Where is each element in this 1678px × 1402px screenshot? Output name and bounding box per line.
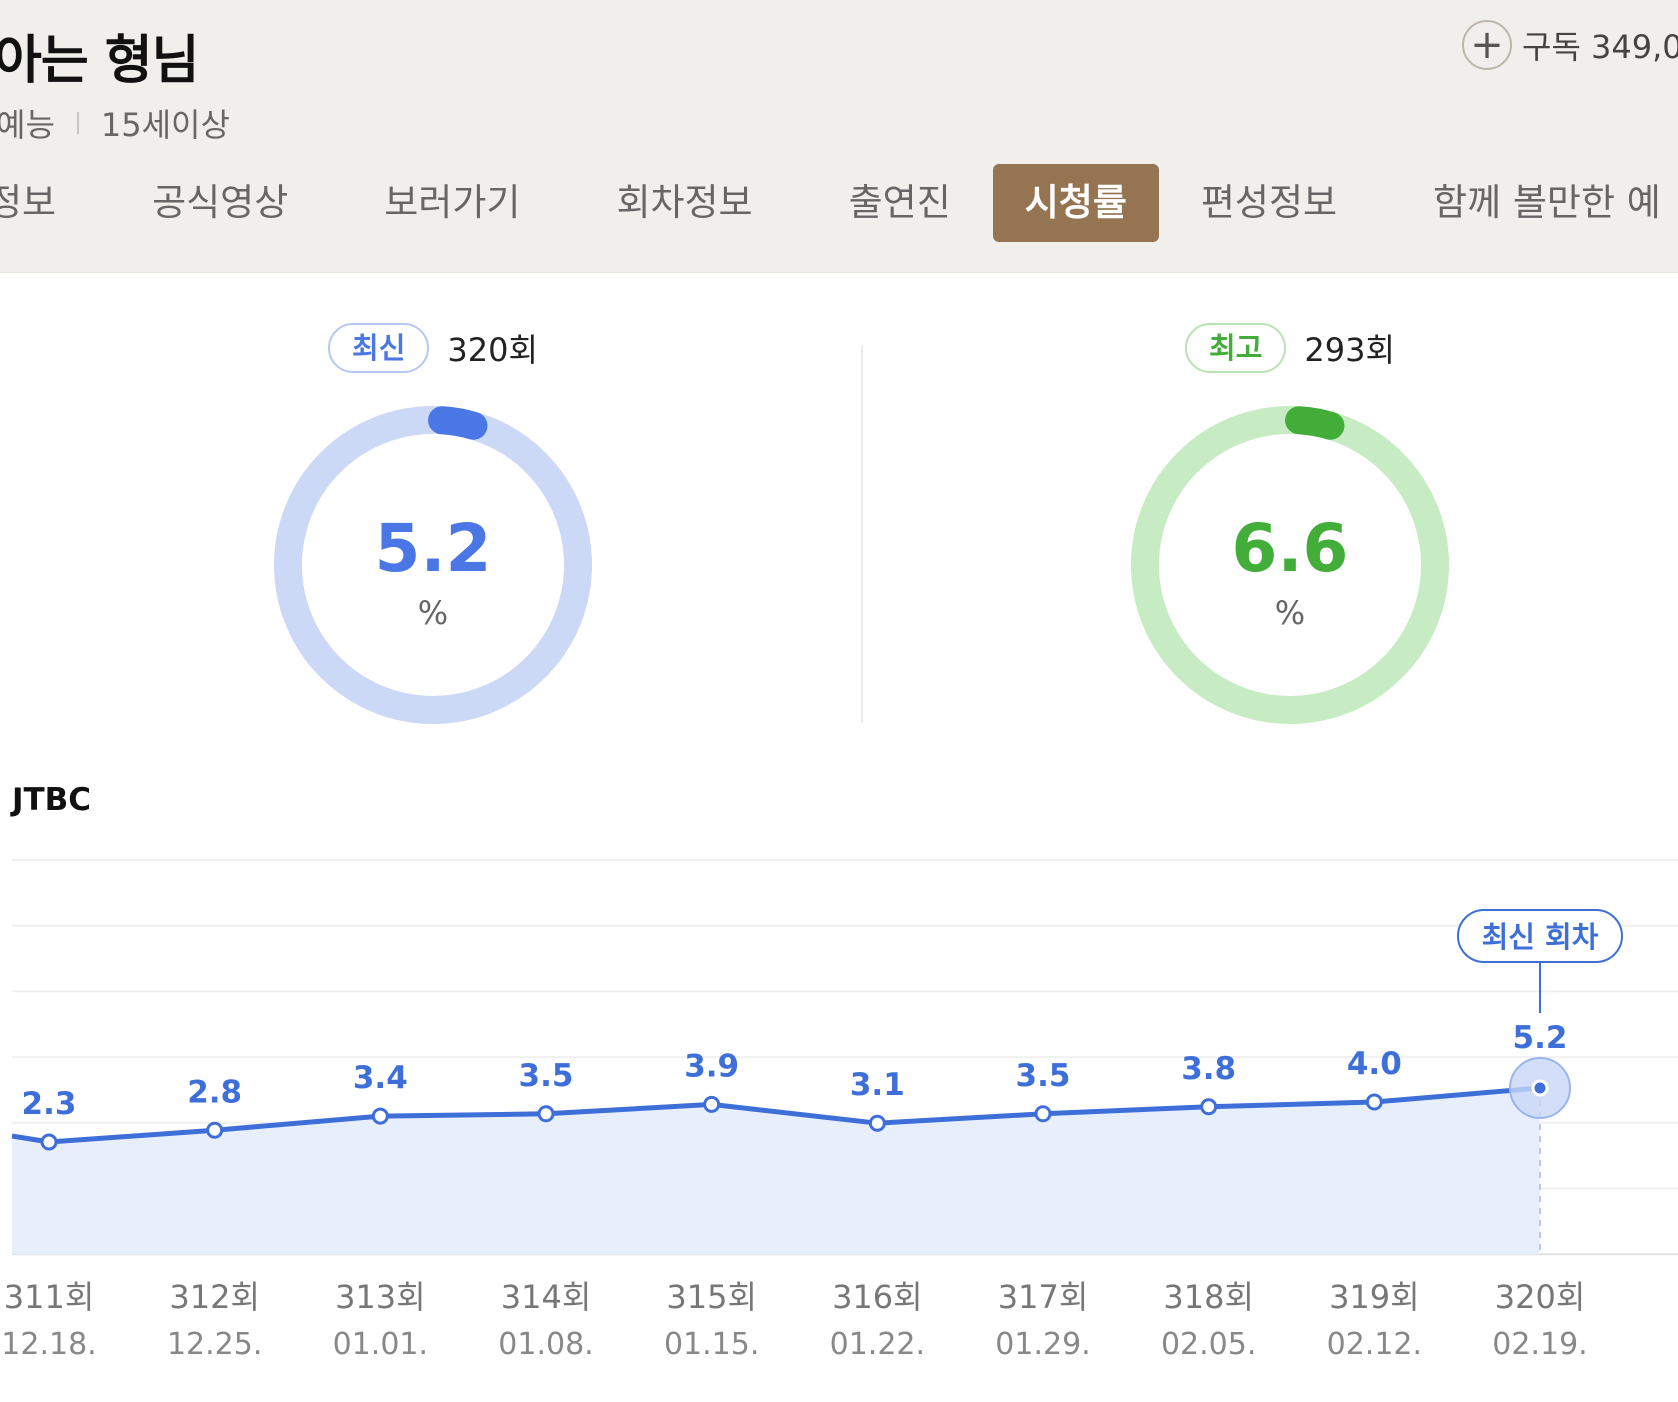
- tab-info[interactable]: 정보: [0, 181, 57, 224]
- data-label: 3.9: [684, 1048, 739, 1084]
- data-point: [703, 1095, 721, 1113]
- tab-watch[interactable]: 보러가기: [384, 181, 521, 224]
- subscribe-count: 구독 349,0: [1522, 28, 1678, 66]
- genre-label: 예능: [0, 106, 55, 144]
- x-tick-episode: 316회: [832, 1278, 923, 1316]
- latest-rating-card: 최신 320회 5.2 %: [193, 320, 673, 724]
- data-point: [868, 1114, 886, 1132]
- tab-ratings[interactable]: 시청률: [992, 164, 1159, 242]
- tab-schedule[interactable]: 편성정보: [1200, 181, 1338, 224]
- donut-progress: [274, 406, 592, 724]
- highest-rating-donut: [1131, 406, 1449, 724]
- data-label: 3.8: [1181, 1051, 1236, 1087]
- ratings-divider: [861, 345, 863, 723]
- x-tick-episode: 320회: [1495, 1278, 1586, 1316]
- program-header: 아는 형님 예능 15세이상 + 구독 349,0 정보 공식영상 보러가기 회…: [0, 0, 1678, 273]
- data-label: 2.8: [187, 1074, 242, 1110]
- x-tick-date: 01.08.: [498, 1327, 593, 1362]
- ratings-line-chart: 최신 회차 2.3 311회 12.18. 2.8 312회 12.25. 3.4 313회 01…: [1, 859, 1678, 1362]
- data-label: 2.3: [22, 1086, 77, 1122]
- channel-label: JTBC: [12, 782, 92, 818]
- data-point: [1365, 1093, 1383, 1111]
- tab-recommended[interactable]: 함께 볼만한 예: [1433, 181, 1661, 224]
- age-rating-label: 15세이상: [100, 106, 230, 144]
- program-tabs: 정보 공식영상 보러가기 회차정보 출연진 시청률 편성정보 함께 볼만한 예: [0, 164, 1678, 242]
- x-tick-episode: 312회: [169, 1278, 260, 1316]
- x-tick-date: 12.18.: [1, 1327, 96, 1362]
- x-tick-episode: 318회: [1163, 1278, 1254, 1316]
- subscribe-button[interactable]: + 구독 349,0: [1462, 20, 1678, 70]
- data-point: [371, 1107, 389, 1125]
- latest-label-row: 최신 320회: [193, 320, 673, 376]
- data-label: 5.2: [1513, 1020, 1568, 1056]
- x-tick-date: 02.05.: [1161, 1327, 1256, 1362]
- data-label: 3.5: [519, 1058, 574, 1094]
- highest-rating-value: 6.6: [1231, 510, 1349, 587]
- data-label: 4.0: [1347, 1046, 1402, 1082]
- highest-label-row: 최고 293회: [1050, 320, 1530, 376]
- x-tick-episode: 314회: [501, 1278, 592, 1316]
- data-label: 3.5: [1016, 1058, 1071, 1094]
- highest-rating-unit: %: [1274, 594, 1306, 632]
- program-title: 아는 형님: [0, 31, 199, 91]
- tab-episodes[interactable]: 회차정보: [616, 181, 753, 224]
- tab-official-video[interactable]: 공식영상: [152, 181, 289, 224]
- x-tick-date: 01.29.: [995, 1327, 1090, 1362]
- x-tick-episode: 313회: [335, 1278, 426, 1316]
- meta-divider: [76, 112, 79, 134]
- data-point: [1531, 1079, 1549, 1097]
- x-tick-date: 01.01.: [333, 1327, 428, 1362]
- latest-episode-badge: 최신 회차: [1482, 920, 1599, 954]
- area-fill: [12, 1088, 1540, 1254]
- highest-episode: 293회: [1304, 331, 1395, 369]
- latest-badge: 최신: [328, 323, 430, 373]
- x-tick-date: 01.15.: [664, 1327, 759, 1362]
- data-point: [537, 1105, 555, 1123]
- tab-cast[interactable]: 출연진: [848, 181, 951, 224]
- data-label: 3.4: [353, 1060, 408, 1096]
- data-label: 3.1: [850, 1067, 905, 1103]
- latest-badge-box: [1457, 909, 1623, 963]
- latest-rating-value: 5.2: [374, 510, 492, 587]
- x-tick-episode: 311회: [4, 1278, 95, 1316]
- program-meta: 예능 15세이상: [0, 100, 230, 146]
- x-tick-date: 02.12.: [1327, 1327, 1422, 1362]
- data-point: [206, 1121, 224, 1139]
- data-point: [40, 1133, 58, 1151]
- data-point: [1034, 1105, 1052, 1123]
- x-tick-date: 02.19.: [1492, 1327, 1587, 1362]
- x-tick-episode: 319회: [1329, 1278, 1420, 1316]
- latest-rating-donut: [274, 406, 592, 724]
- donut-progress: [1131, 406, 1449, 724]
- x-tick-episode: 315회: [666, 1278, 757, 1316]
- plus-icon: +: [1462, 20, 1512, 70]
- x-tick-date: 12.25.: [167, 1327, 262, 1362]
- x-tick-date: 01.22.: [830, 1327, 925, 1362]
- data-point: [1200, 1098, 1218, 1116]
- highest-badge: 최고: [1185, 323, 1287, 373]
- latest-episode: 320회: [447, 331, 538, 369]
- x-tick-episode: 317회: [998, 1278, 1089, 1316]
- latest-rating-unit: %: [417, 594, 449, 632]
- highest-rating-card: 최고 293회 6.6 %: [1050, 320, 1530, 724]
